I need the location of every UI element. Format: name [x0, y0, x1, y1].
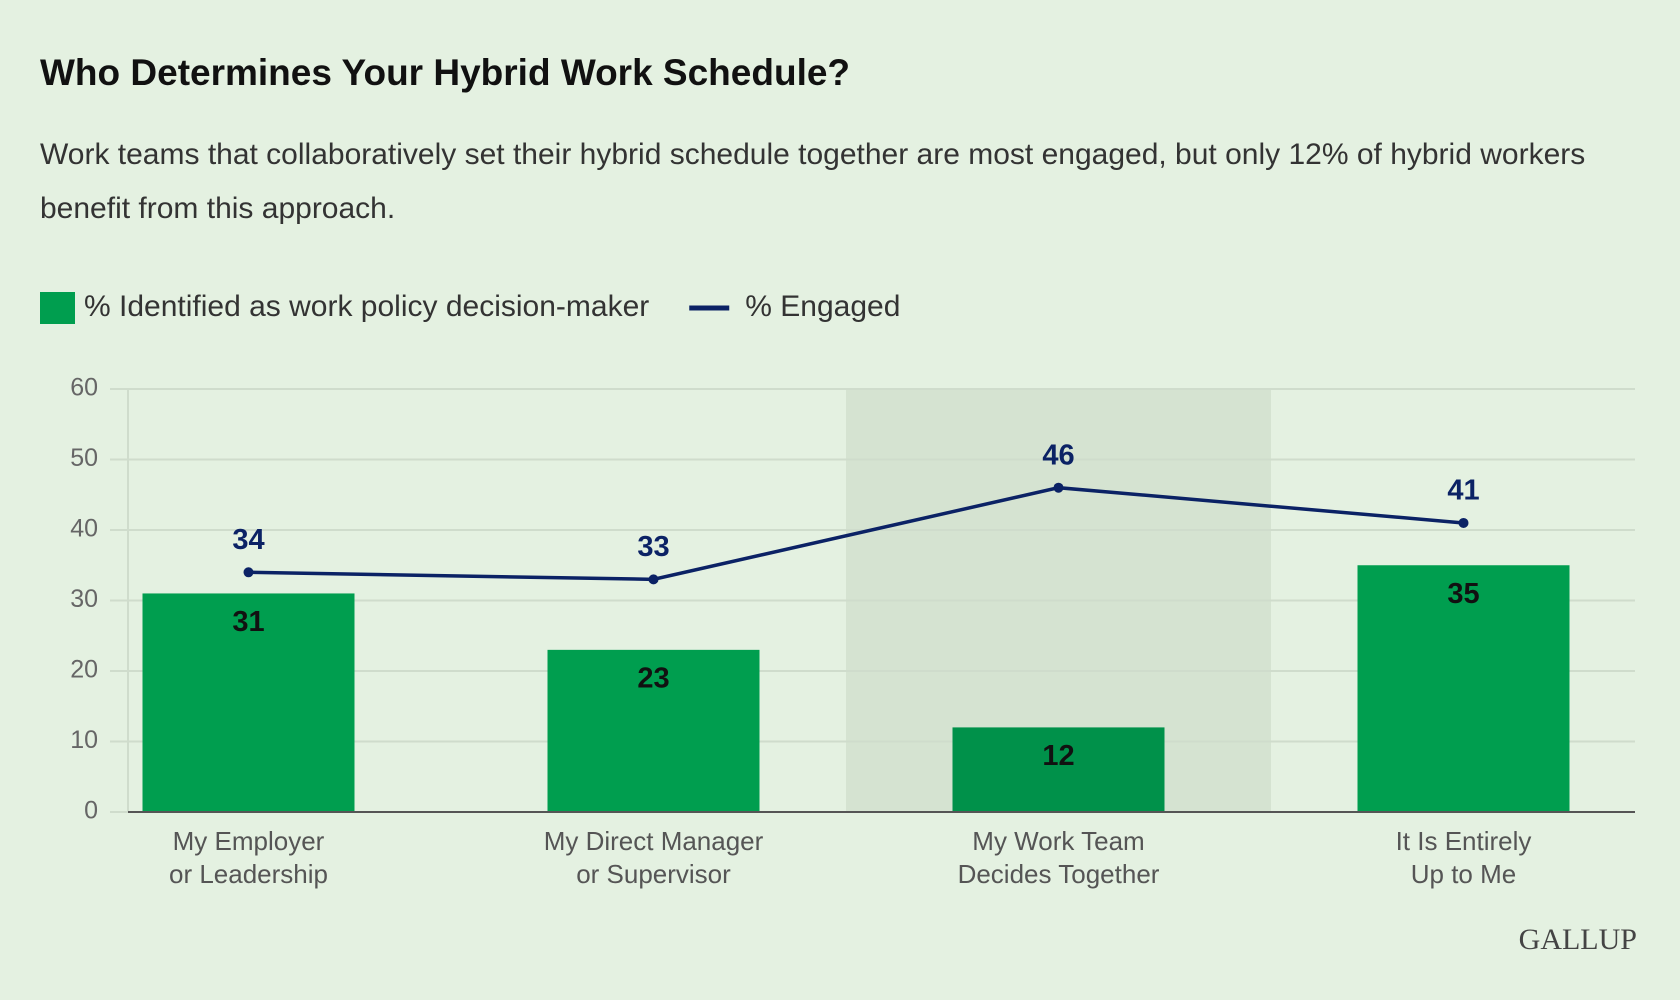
bar: [1357, 565, 1570, 812]
bar: [142, 593, 355, 812]
line-point: [648, 574, 659, 585]
x-tick-label: It Is Entirely: [1396, 826, 1532, 856]
line-point: [1458, 517, 1469, 528]
bar-value-label: 31: [232, 606, 264, 638]
line-point: [243, 567, 254, 578]
y-tick-label: 60: [70, 374, 98, 402]
y-tick-label: 40: [70, 515, 98, 543]
x-tick-label: My Direct Manager: [544, 826, 764, 856]
bar-value-label: 23: [637, 663, 669, 695]
chart-title: Who Determines Your Hybrid Work Schedule…: [40, 52, 851, 93]
line-value-label: 41: [1447, 475, 1479, 507]
x-tick-label: My Employer: [173, 826, 325, 856]
y-tick-label: 50: [70, 444, 98, 472]
line-point: [1053, 482, 1064, 493]
legend-swatch: [40, 292, 75, 324]
chart-subtitle: Work teams that collaboratively set thei…: [40, 138, 1586, 225]
bar-value-label: 35: [1447, 578, 1479, 610]
x-tick-label: Decides Together: [958, 859, 1160, 889]
bar: [547, 649, 760, 812]
line-value-label: 46: [1042, 439, 1074, 471]
line-value-label: 33: [637, 531, 669, 563]
x-tick-label: or Leadership: [169, 859, 328, 889]
line-value-label: 34: [232, 524, 264, 556]
y-tick-label: 0: [84, 797, 98, 825]
source-logo: GALLUP: [1519, 923, 1637, 956]
bar: [952, 727, 1165, 812]
bar-value-label: 12: [1042, 740, 1074, 772]
x-tick-label: My Work Team: [972, 826, 1144, 856]
line: [248, 485, 1464, 582]
legend-label: % Engaged: [745, 290, 900, 323]
legend-label: % Identified as work policy decision-mak…: [84, 290, 649, 323]
x-tick-label: Up to Me: [1411, 859, 1517, 889]
x-tick-label: or Supervisor: [576, 859, 731, 889]
y-tick-label: 20: [70, 656, 98, 684]
y-tick-label: 10: [70, 726, 98, 754]
y-tick-label: 30: [70, 585, 98, 613]
